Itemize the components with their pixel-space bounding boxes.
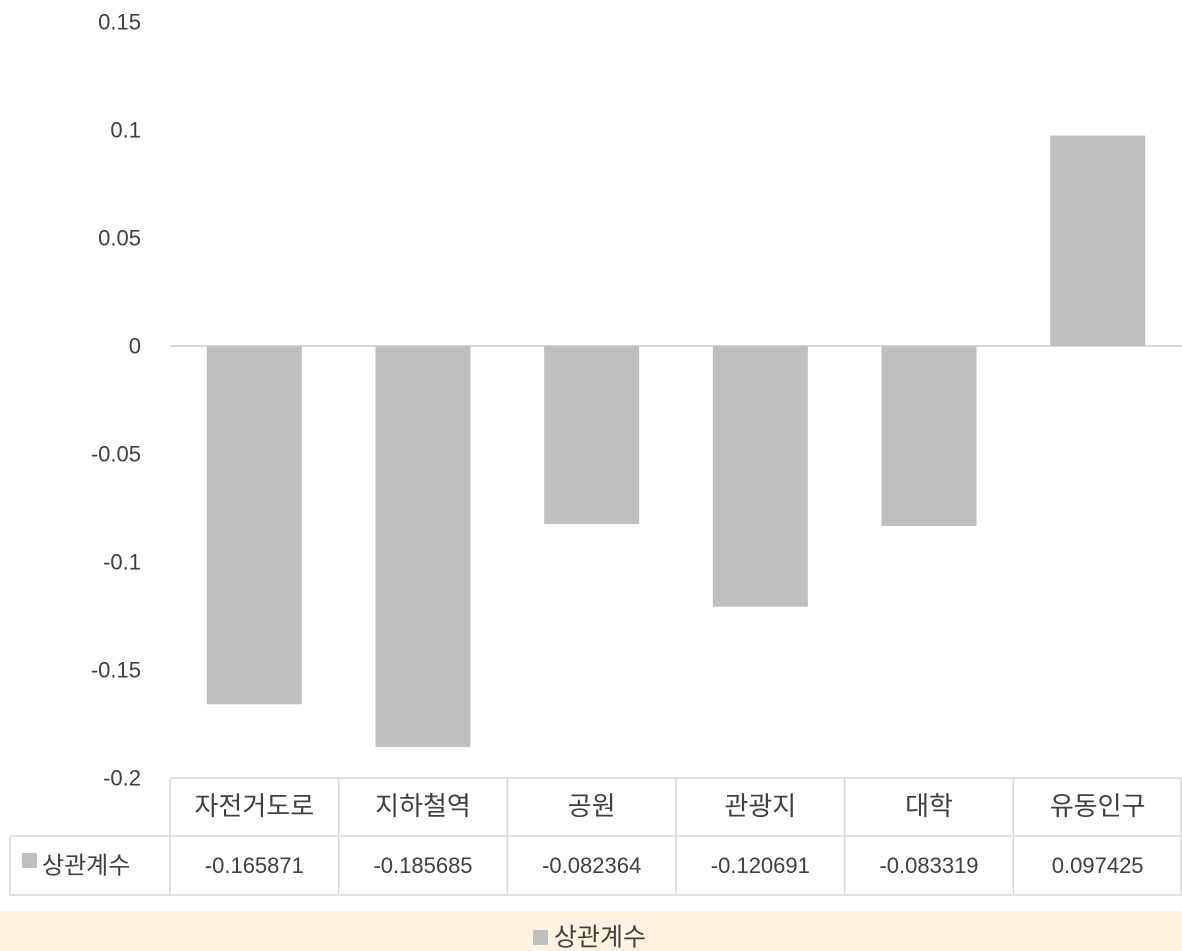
category-label: 대학 [905,792,953,822]
data-table-value: -0.120691 [711,853,810,878]
bar-3 [544,346,640,524]
data-table-value: -0.083319 [879,853,978,878]
legend-label: 상관계수 [554,923,646,951]
bars [206,135,1146,748]
y-axis-ticks: 0.15 0.1 0.05 0 -0.05 -0.1 -0.15 -0.2 [91,10,141,791]
y-tick-label: 0.05 [98,226,141,251]
category-label: 자전거도로 [195,792,315,822]
bar-4 [712,346,808,607]
y-tick-label: -0.15 [91,658,141,683]
legend-swatch [533,930,548,945]
y-tick-label: -0.1 [103,550,141,575]
data-table-value: -0.082364 [542,853,641,878]
table-series-label: 상관계수 [42,852,130,880]
bar-6 [1050,135,1146,346]
bar-1 [206,346,302,705]
data-table-value: -0.165871 [205,853,304,878]
legend-background [0,911,1182,951]
y-tick-label: 0 [129,334,141,359]
bar-2 [375,346,471,748]
legend: 상관계수 [0,911,1182,951]
data-table: 자전거도로 -0.165871 지하철역 -0.185685 공원 -0.082364 관광… [9,777,1182,896]
category-label: 유동인구 [1050,792,1146,822]
category-label: 지하철역 [375,792,471,822]
y-tick-label: 0.1 [110,118,141,143]
table-series-swatch [22,853,37,868]
data-table-value: -0.185685 [373,853,472,878]
category-label: 관광지 [724,792,796,822]
y-tick-label: -0.2 [103,766,141,791]
category-label: 공원 [568,792,616,822]
y-tick-label: 0.15 [98,10,141,35]
data-table-value: 0.097425 [1052,853,1144,878]
y-tick-label: -0.05 [91,442,141,467]
bar-5 [881,346,977,526]
